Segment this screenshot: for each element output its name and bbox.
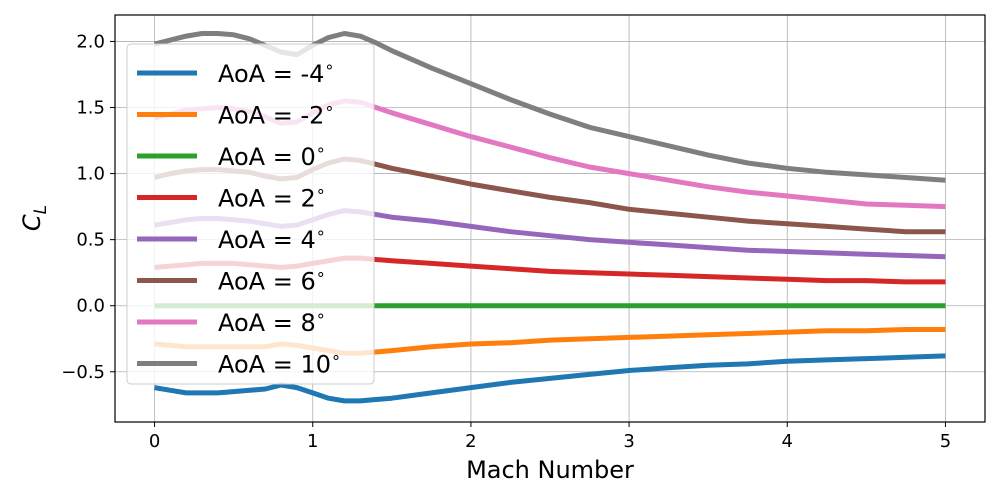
y-tick-label: 1.0 — [76, 164, 105, 185]
y-tick-label: 0.0 — [76, 296, 105, 317]
svg-text:CL: CL — [18, 205, 51, 231]
legend-box — [126, 43, 375, 385]
legend-label-0: AoA = -4∘ — [218, 57, 334, 88]
y-axis-title-subscript: L — [31, 205, 51, 214]
x-tick-label: 0 — [149, 431, 160, 452]
degree-symbol: ∘ — [316, 306, 326, 325]
x-axis-title: Mach Number — [466, 456, 634, 484]
legend: AoA = -4∘ AoA = -2∘ AoA = 0∘ AoA = 2∘ AoA = … — [126, 43, 375, 385]
x-tick-label: 3 — [623, 431, 634, 452]
legend-label-6: AoA = 8∘ — [218, 306, 326, 337]
series-line-7 — [153, 31, 946, 183]
series-line-0 — [154, 353, 946, 404]
y-axis-title: CL — [18, 205, 51, 231]
legend-label-4: AoA = 4∘ — [218, 223, 326, 254]
degree-symbol: ∘ — [331, 348, 341, 367]
y-tick-label: 0.5 — [76, 230, 105, 251]
y-tick-label: 1.5 — [76, 98, 105, 119]
legend-label-1: AoA = -2∘ — [218, 99, 334, 130]
legend-label-2: AoA = 0∘ — [218, 140, 326, 171]
legend-label-5: AoA = 6∘ — [218, 265, 326, 296]
degree-symbol: ∘ — [316, 140, 326, 159]
x-tick-label: 1 — [307, 431, 318, 452]
plot-frame — [114, 14, 986, 423]
legend-label-3: AoA = 2∘ — [218, 182, 326, 213]
degree-symbol: ∘ — [324, 99, 334, 118]
legend-label-7: AoA = 10∘ — [218, 348, 341, 379]
degree-symbol: ∘ — [316, 265, 326, 284]
degree-symbol: ∘ — [316, 182, 326, 201]
y-tick-label: −0.5 — [61, 362, 105, 383]
y-axis-title-base: C — [18, 214, 46, 231]
degree-symbol: ∘ — [316, 223, 326, 242]
degree-symbol: ∘ — [324, 57, 334, 76]
y-tick-label: 2.0 — [76, 31, 105, 52]
axis-ticks: 0 1 2 3 4 5 −0.5 0.0 0.5 1.0 1.5 2.0 — [61, 31, 951, 452]
x-tick-label: 4 — [782, 431, 793, 452]
x-tick-label: 5 — [940, 431, 951, 452]
x-tick-label: 2 — [465, 431, 476, 452]
